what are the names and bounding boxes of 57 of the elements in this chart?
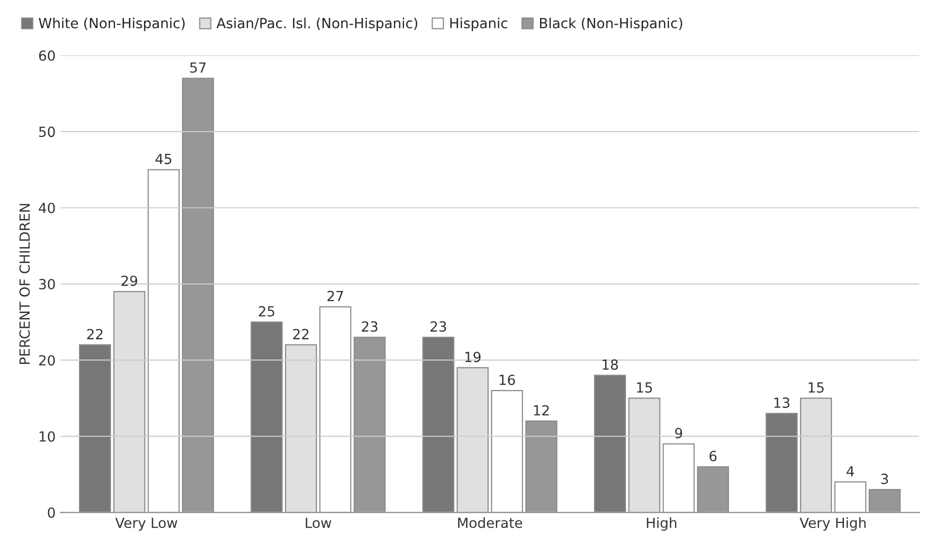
bar (78, 344, 111, 512)
bar (148, 169, 180, 512)
data-label: 18 (602, 359, 618, 370)
bar (284, 344, 317, 512)
y-tick-label: 50 (39, 126, 55, 138)
y-tick-label: 10 (40, 431, 55, 442)
x-tick-label: High (646, 517, 676, 531)
data-label: 6 (710, 450, 717, 462)
bar (490, 390, 523, 512)
data-label: 45 (155, 154, 172, 164)
data-label: 4 (846, 466, 854, 476)
x-tick-label: Very High (800, 517, 866, 531)
bar (628, 398, 660, 512)
bar (422, 336, 454, 512)
bar (319, 306, 352, 512)
data-label: 3 (881, 474, 888, 484)
y-tick-label: 30 (39, 278, 55, 290)
y-tick-label: 0 (48, 507, 55, 518)
bar (800, 398, 832, 512)
bar (662, 443, 695, 512)
data-label: 29 (121, 276, 138, 286)
data-label: 25 (258, 306, 274, 317)
y-tick-label: 60 (39, 50, 55, 61)
data-label: 15 (808, 382, 824, 393)
legend-label: Asian/Pac. Isl. (Non-Hispanic) (216, 18, 418, 32)
data-label: 13 (774, 397, 790, 408)
bar (354, 336, 386, 512)
bar (182, 78, 214, 512)
data-label: 23 (430, 321, 446, 332)
data-label: 57 (190, 62, 206, 73)
bar (868, 489, 901, 512)
legend-label: White (Non-Hispanic) (38, 18, 185, 32)
y-tick-label: 20 (39, 355, 55, 366)
data-label: 16 (500, 374, 515, 386)
bar (250, 321, 283, 512)
legend-label: Black (Non-Hispanic) (540, 18, 682, 32)
bar (696, 466, 730, 512)
data-label: 12 (534, 405, 549, 416)
data-label: 9 (675, 428, 682, 438)
y-tick-label: 40 (38, 202, 55, 214)
data-label: 15 (637, 382, 652, 393)
bar (766, 412, 798, 512)
data-label: 23 (362, 321, 378, 332)
data-label: 27 (328, 290, 343, 302)
y-axis-title: PERCENT OF CHILDREN (19, 204, 30, 364)
bar (834, 481, 866, 512)
bar (113, 290, 146, 512)
data-label: 19 (465, 352, 481, 362)
data-label: 22 (293, 328, 308, 340)
x-tick-label: Moderate (458, 517, 522, 528)
x-tick-label: Low (306, 518, 332, 528)
data-label: 22 (87, 328, 102, 340)
bar (456, 367, 489, 512)
x-tick-label: Very Low (115, 518, 178, 531)
bar (594, 374, 626, 512)
legend-label: Hispanic (450, 18, 508, 32)
bar (525, 420, 558, 512)
